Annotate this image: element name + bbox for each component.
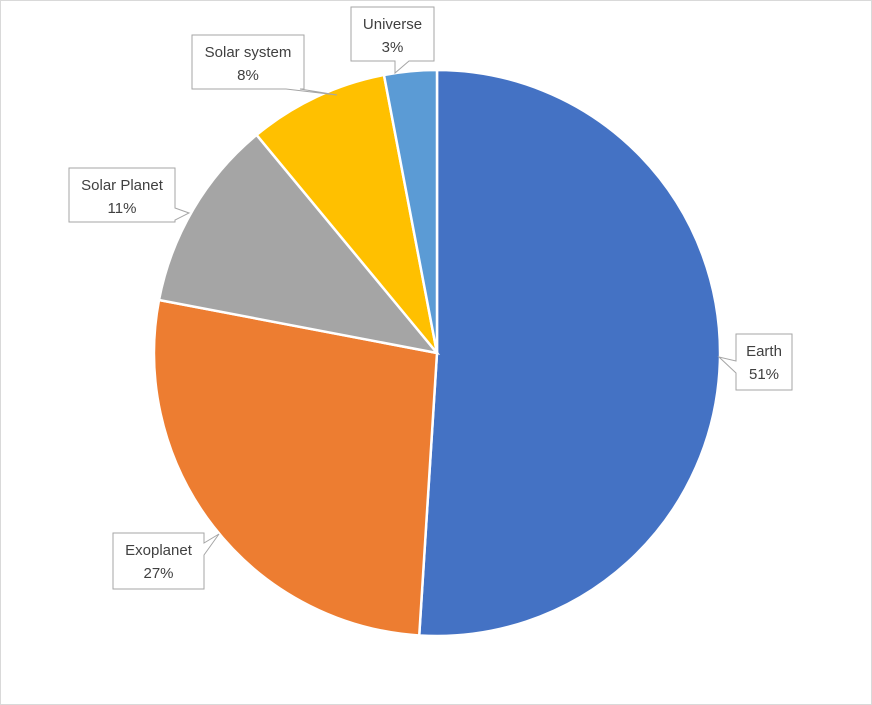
data-label-category: Exoplanet <box>125 542 193 559</box>
data-label-box <box>68 167 191 223</box>
data-label-box <box>350 6 435 75</box>
data-label-value: 11% <box>108 200 137 217</box>
pie-slice-earth <box>417 68 722 638</box>
data-label-earth: Earth 51% <box>717 333 793 391</box>
data-label-category: Universe <box>363 16 422 33</box>
data-label-box <box>191 34 338 96</box>
data-label-category: Solar Planet <box>81 177 164 194</box>
data-label-category: Solar system <box>205 44 292 61</box>
pie-slice-solar-system <box>254 73 439 354</box>
data-label-solar-planet: Solar Planet 11% <box>68 167 191 223</box>
data-label-universe: Universe 3% <box>350 6 435 75</box>
pie-slice-universe <box>382 68 439 354</box>
pie-slices <box>152 68 722 638</box>
data-label-value: 51% <box>749 366 779 383</box>
data-label-solar-system: Solar system 8% <box>191 34 338 96</box>
data-label-value: 3% <box>382 39 404 56</box>
pie-slice-solar-planet <box>157 133 441 355</box>
data-label-box <box>717 333 793 391</box>
pie-slice-exoplanet <box>152 298 439 637</box>
data-label-box <box>112 532 220 590</box>
data-label-exoplanet: Exoplanet 27% <box>112 532 220 590</box>
data-label-value: 27% <box>143 565 173 582</box>
data-label-value: 8% <box>237 67 259 84</box>
data-label-category: Earth <box>746 343 782 360</box>
